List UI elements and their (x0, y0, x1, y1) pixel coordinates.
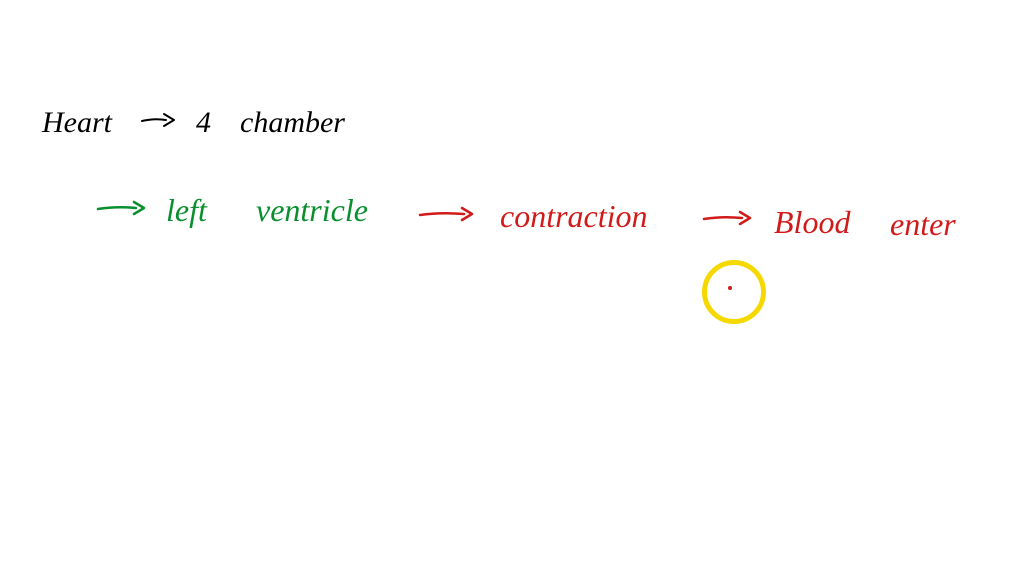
text-left: left (166, 192, 207, 229)
text-four: 4 (196, 106, 211, 140)
text-ventricle: ventricle (256, 192, 368, 229)
text-heart: Heart (42, 106, 112, 140)
arrow-to-contraction (418, 204, 474, 224)
cursor-highlight-ring (702, 260, 766, 324)
arrow-to-left-ventricle (96, 198, 146, 218)
text-blood: Blood (774, 204, 850, 241)
text-enter: enter (890, 206, 956, 243)
arrow-to-blood (702, 208, 752, 228)
text-contraction: contraction (500, 198, 648, 235)
text-chamber: chamber (240, 106, 345, 140)
cursor-dot (728, 286, 732, 290)
whiteboard-canvas: Heart 4 chamber left ventricle contracti… (0, 0, 1024, 576)
arrow-heart-to-chamber (140, 110, 176, 130)
